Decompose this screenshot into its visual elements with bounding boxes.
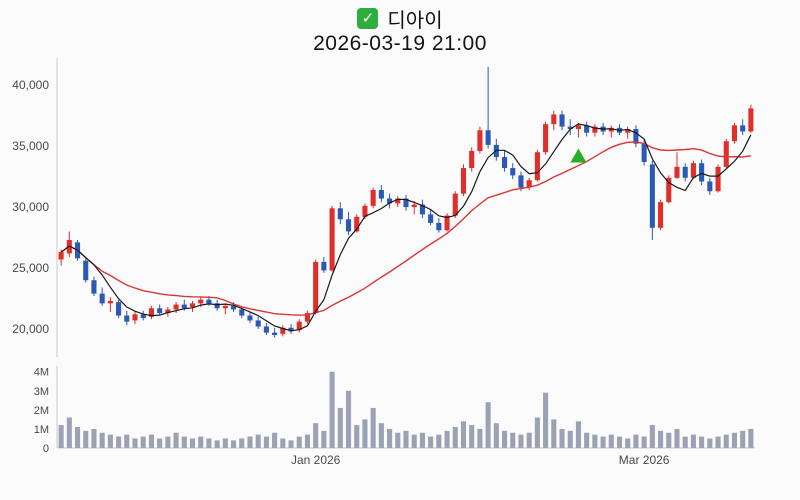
svg-text:4M: 4M — [34, 367, 49, 379]
volume-axis-labels: 0 1M 2M 3M 4M — [34, 367, 49, 455]
volume-bars — [58, 371, 754, 448]
candles — [58, 66, 754, 338]
svg-text:35,000: 35,000 — [12, 139, 49, 153]
check-icon: ✓ — [361, 9, 375, 27]
ma-long-line — [60, 141, 752, 316]
axes — [56, 58, 755, 449]
svg-text:1M: 1M — [34, 424, 49, 436]
svg-text:Mar 2026: Mar 2026 — [619, 453, 670, 467]
svg-text:2M: 2M — [34, 405, 49, 417]
ma-short-line — [60, 123, 752, 332]
checked-checkbox-icon[interactable]: ✓ — [357, 7, 379, 29]
chart-timestamp: 2026-03-19 21:00 — [313, 32, 487, 55]
svg-text:20,000: 20,000 — [12, 322, 49, 336]
svg-text:30,000: 30,000 — [12, 200, 49, 214]
svg-text:40,000: 40,000 — [12, 78, 49, 92]
svg-text:Jan 2026: Jan 2026 — [291, 453, 341, 467]
chart-header: ✓ 디아이 2026-03-19 21:00 — [0, 5, 800, 56]
buy-marker-triangle-icon — [570, 148, 587, 163]
svg-text:25,000: 25,000 — [12, 261, 49, 275]
svg-text:0: 0 — [43, 443, 49, 455]
title-row: ✓ 디아이 — [0, 5, 800, 32]
stock-title: 디아이 — [387, 9, 443, 32]
price-axis-labels: 20,000 25,000 30,000 35,000 40,000 — [12, 78, 49, 336]
time-axis-labels: Jan 2026 Mar 2026 — [291, 453, 670, 467]
svg-text:3M: 3M — [34, 386, 49, 398]
